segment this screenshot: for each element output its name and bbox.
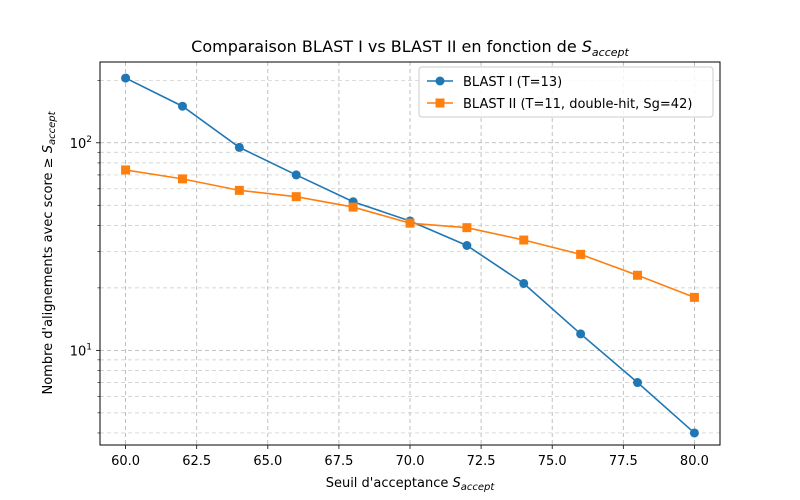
x-tick-label: 72.5 bbox=[467, 454, 496, 469]
data-point bbox=[576, 329, 586, 339]
x-tick-label: 75.0 bbox=[538, 454, 567, 469]
data-point bbox=[689, 292, 699, 302]
legend-label: BLAST I (T=13) bbox=[463, 75, 562, 90]
x-tick-label: 60.0 bbox=[111, 454, 140, 469]
data-point bbox=[121, 73, 131, 83]
data-point bbox=[348, 202, 358, 212]
legend-marker bbox=[435, 76, 445, 86]
y-tick-label: 101 bbox=[70, 342, 92, 359]
y-axis-label: Nombre d'alignements avec score ≥ Saccep… bbox=[41, 110, 58, 394]
data-point bbox=[519, 235, 529, 245]
legend-marker bbox=[435, 98, 445, 108]
data-point bbox=[291, 170, 301, 180]
data-point bbox=[234, 185, 244, 195]
x-axis-label: Seuil d'acceptance Saccept bbox=[326, 476, 496, 493]
x-tick-label: 80.0 bbox=[680, 454, 709, 469]
chart-title: Comparaison BLAST I vs BLAST II en fonct… bbox=[191, 37, 629, 59]
data-point bbox=[405, 218, 415, 228]
y-tick-label: 102 bbox=[70, 135, 92, 152]
data-point bbox=[177, 174, 187, 184]
x-tick-label: 65.0 bbox=[253, 454, 282, 469]
legend-entry: BLAST I (T=13) bbox=[427, 75, 562, 90]
data-point bbox=[121, 165, 131, 175]
grid bbox=[100, 62, 720, 445]
data-point bbox=[177, 101, 187, 111]
y-axis: 101 102 bbox=[70, 79, 100, 434]
data-point bbox=[633, 270, 643, 280]
data-point bbox=[462, 223, 472, 233]
x-tick-label: 77.5 bbox=[609, 454, 638, 469]
data-point bbox=[633, 378, 643, 388]
legend-entry: BLAST II (T=11, double-hit, Sg=42) bbox=[427, 97, 692, 112]
data-point bbox=[234, 142, 244, 152]
data-point bbox=[291, 192, 301, 202]
x-tick-label: 67.5 bbox=[324, 454, 353, 469]
series-layer bbox=[121, 73, 699, 438]
x-tick-label: 70.0 bbox=[396, 454, 425, 469]
series-2 bbox=[121, 165, 699, 302]
data-point bbox=[519, 278, 529, 288]
data-point bbox=[689, 428, 699, 438]
legend-box bbox=[418, 66, 714, 118]
legend-label: BLAST II (T=11, double-hit, Sg=42) bbox=[463, 97, 692, 112]
data-point bbox=[576, 249, 586, 259]
data-point bbox=[462, 241, 472, 251]
legend: BLAST I (T=13) BLAST II (T=11, double-hit… bbox=[418, 66, 714, 118]
x-tick-label: 62.5 bbox=[182, 454, 211, 469]
x-axis: 60.0 62.5 65.0 67.5 70.0 72.5 75.0 77.5 80.0 bbox=[111, 445, 709, 469]
